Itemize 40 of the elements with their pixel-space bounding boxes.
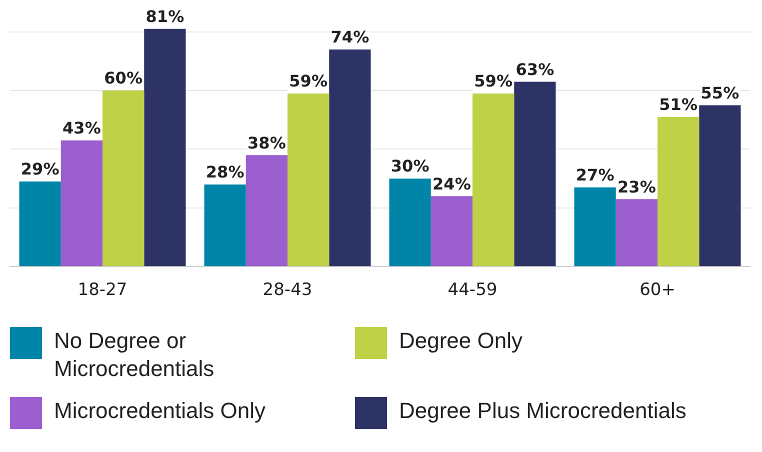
bar bbox=[472, 93, 514, 266]
data-label: 23% bbox=[618, 177, 656, 196]
bar bbox=[329, 49, 371, 266]
bar bbox=[574, 187, 616, 266]
bar bbox=[658, 116, 700, 266]
bar bbox=[60, 140, 102, 266]
data-label: 81% bbox=[146, 7, 184, 26]
bar bbox=[19, 182, 61, 266]
data-label: 51% bbox=[659, 95, 698, 114]
data-label: 28% bbox=[206, 162, 244, 182]
data-label: 74% bbox=[330, 28, 370, 47]
data-label: 59% bbox=[474, 72, 512, 91]
x-tick-label: 60+ bbox=[640, 280, 676, 300]
legend-label: Microcredentials Only bbox=[54, 397, 266, 425]
data-label: 63% bbox=[516, 60, 554, 79]
bar bbox=[389, 178, 431, 266]
data-label: 24% bbox=[432, 174, 471, 194]
bar bbox=[288, 93, 330, 266]
data-label: 59% bbox=[289, 72, 328, 91]
bar bbox=[430, 196, 472, 266]
legend-label: Degree Only bbox=[399, 327, 523, 355]
bar bbox=[514, 82, 556, 266]
x-tick-label: 44-59 bbox=[448, 280, 498, 300]
data-label: 60% bbox=[104, 68, 142, 88]
data-label: 30% bbox=[390, 156, 430, 176]
legend-label: No Degree or Microcredentials bbox=[54, 327, 216, 383]
data-label: 55% bbox=[700, 83, 740, 102]
data-label: 29% bbox=[20, 160, 60, 179]
bar bbox=[144, 28, 186, 266]
bar bbox=[204, 184, 246, 266]
data-label: 27% bbox=[576, 166, 614, 185]
legend-label: Degree Plus Microcredentials bbox=[399, 397, 686, 425]
bar bbox=[616, 199, 658, 266]
x-tick-label: 28-43 bbox=[262, 280, 312, 300]
data-label: 43% bbox=[62, 118, 101, 138]
bar bbox=[246, 155, 288, 266]
bar bbox=[102, 90, 144, 266]
data-label: 38% bbox=[248, 133, 286, 152]
bar bbox=[699, 105, 741, 266]
x-tick-label: 18-27 bbox=[78, 280, 128, 300]
